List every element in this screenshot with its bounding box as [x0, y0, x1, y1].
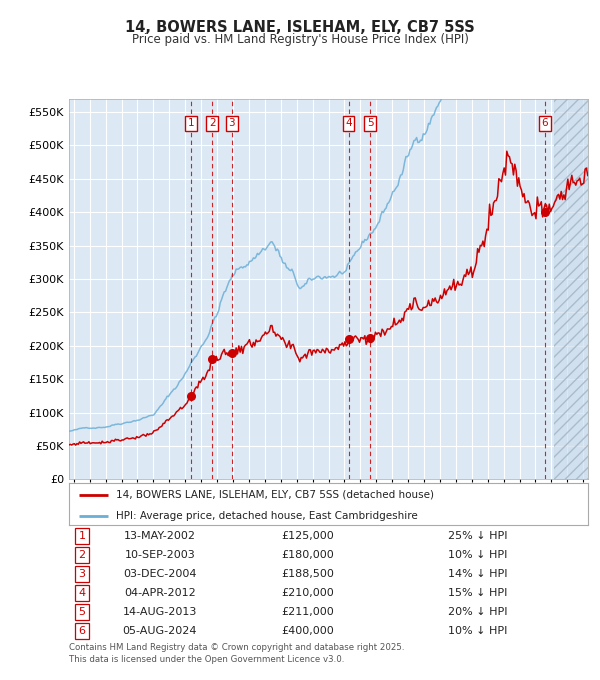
- Text: £180,000: £180,000: [281, 550, 334, 560]
- Text: £188,500: £188,500: [281, 569, 334, 579]
- Text: 10-SEP-2003: 10-SEP-2003: [124, 550, 195, 560]
- Text: 1: 1: [79, 531, 85, 541]
- Text: 2: 2: [209, 118, 215, 129]
- Text: 05-AUG-2024: 05-AUG-2024: [122, 626, 197, 636]
- Text: Contains HM Land Registry data © Crown copyright and database right 2025.
This d: Contains HM Land Registry data © Crown c…: [69, 643, 404, 664]
- Text: 4: 4: [345, 118, 352, 129]
- Text: £211,000: £211,000: [281, 607, 334, 617]
- Text: 10% ↓ HPI: 10% ↓ HPI: [448, 626, 507, 636]
- Text: 3: 3: [229, 118, 235, 129]
- Text: 25% ↓ HPI: 25% ↓ HPI: [448, 531, 508, 541]
- Text: 6: 6: [542, 118, 548, 129]
- Text: £125,000: £125,000: [281, 531, 334, 541]
- Text: 14, BOWERS LANE, ISLEHAM, ELY, CB7 5SS: 14, BOWERS LANE, ISLEHAM, ELY, CB7 5SS: [125, 20, 475, 35]
- Text: 20% ↓ HPI: 20% ↓ HPI: [448, 607, 508, 617]
- Text: 4: 4: [79, 588, 86, 598]
- Text: 5: 5: [79, 607, 85, 617]
- Text: 04-APR-2012: 04-APR-2012: [124, 588, 196, 598]
- Text: Price paid vs. HM Land Registry's House Price Index (HPI): Price paid vs. HM Land Registry's House …: [131, 33, 469, 46]
- Text: 2: 2: [79, 550, 86, 560]
- Text: 3: 3: [79, 569, 85, 579]
- Text: 14% ↓ HPI: 14% ↓ HPI: [448, 569, 508, 579]
- Text: 6: 6: [79, 626, 85, 636]
- Text: 15% ↓ HPI: 15% ↓ HPI: [448, 588, 507, 598]
- Text: £210,000: £210,000: [281, 588, 334, 598]
- Text: 14-AUG-2013: 14-AUG-2013: [122, 607, 197, 617]
- Text: £400,000: £400,000: [281, 626, 334, 636]
- Text: HPI: Average price, detached house, East Cambridgeshire: HPI: Average price, detached house, East…: [116, 511, 418, 521]
- Text: 14, BOWERS LANE, ISLEHAM, ELY, CB7 5SS (detached house): 14, BOWERS LANE, ISLEHAM, ELY, CB7 5SS (…: [116, 490, 434, 500]
- Text: 13-MAY-2002: 13-MAY-2002: [124, 531, 196, 541]
- Text: 5: 5: [367, 118, 374, 129]
- Text: 1: 1: [188, 118, 194, 129]
- Text: 10% ↓ HPI: 10% ↓ HPI: [448, 550, 507, 560]
- Text: 03-DEC-2004: 03-DEC-2004: [123, 569, 197, 579]
